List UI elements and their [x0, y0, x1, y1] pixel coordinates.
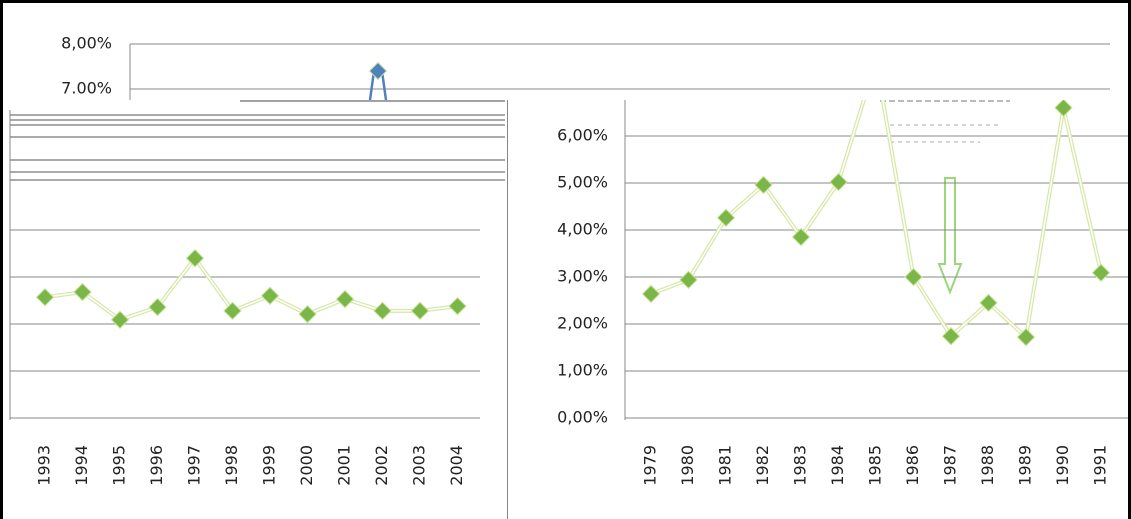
x-tick-label: 1993 — [35, 445, 54, 486]
data-marker — [260, 286, 280, 305]
x-tick-label: 1996 — [147, 445, 166, 486]
data-marker — [679, 270, 698, 290]
y-tick-label: 6,00% — [557, 126, 608, 145]
data-marker — [148, 297, 167, 317]
x-tick-label: 1980 — [678, 445, 697, 486]
panel-bg — [510, 100, 1128, 519]
x-tick-label: 1981 — [716, 445, 735, 486]
data-marker — [35, 288, 55, 307]
x-tick-label: 2003 — [410, 445, 429, 486]
data-marker — [829, 172, 848, 192]
x-tick-label: 1989 — [1016, 445, 1035, 486]
x-tick-label: 1988 — [978, 445, 997, 486]
data-marker — [373, 301, 392, 321]
x-tick-label: 1990 — [1053, 445, 1072, 486]
data-marker — [185, 249, 205, 268]
x-tick-label: 1982 — [753, 445, 772, 486]
x-tick-label: 1979 — [641, 445, 660, 486]
y-tick-label: 0,00% — [557, 408, 608, 427]
x-tick-label: 1998 — [222, 445, 241, 486]
data-marker — [904, 267, 923, 287]
y-tick-label: 2,00% — [557, 314, 608, 333]
data-marker — [941, 327, 961, 346]
data-marker — [716, 208, 736, 227]
data-marker — [979, 293, 998, 313]
x-tick-label: 2002 — [372, 445, 391, 486]
y-tick-label: 4,00% — [557, 220, 608, 239]
x-tick-label: 1995 — [110, 445, 129, 486]
x-tick-label: 2001 — [335, 445, 354, 486]
y-tick-label: 3,00% — [557, 267, 608, 286]
right-panel — [510, 52, 1128, 519]
x-tick-label: 1985 — [866, 445, 885, 486]
y-tick-label: 8,00% — [61, 34, 112, 53]
data-marker — [868, 52, 885, 69]
data-marker — [1054, 100, 1073, 117]
x-tick-label: 2000 — [297, 445, 316, 486]
x-tick-label: 1987 — [941, 445, 960, 486]
x-tick-label: 1986 — [903, 445, 922, 486]
x-tick-label: 1994 — [72, 445, 91, 486]
data-marker — [335, 289, 355, 309]
x-tick-label: 1991 — [1091, 445, 1110, 486]
x-tick-label: 1997 — [185, 445, 204, 486]
background-chart — [129, 43, 1110, 100]
x-tick-label: 1983 — [791, 445, 810, 486]
series-line — [368, 70, 388, 100]
x-tick-label: 2004 — [447, 445, 466, 486]
data-marker — [223, 301, 242, 321]
left-panel — [3, 100, 508, 519]
y-tick-label: 7.00% — [61, 79, 112, 98]
data-marker — [368, 61, 388, 81]
data-marker — [298, 304, 317, 324]
x-tick-label: 1999 — [260, 445, 279, 486]
data-marker — [448, 296, 467, 316]
y-tick-label: 1,00% — [557, 361, 608, 380]
data-marker — [73, 282, 92, 302]
data-marker — [1016, 327, 1036, 347]
data-marker — [410, 301, 430, 321]
data-marker — [110, 310, 130, 329]
y-tick-label: 5,00% — [557, 173, 608, 192]
x-tick-label: 1984 — [828, 445, 847, 486]
data-marker — [641, 284, 661, 304]
data-marker — [1091, 263, 1111, 282]
arrow-annotation — [937, 177, 963, 295]
data-marker — [754, 175, 773, 195]
data-marker — [791, 227, 811, 247]
